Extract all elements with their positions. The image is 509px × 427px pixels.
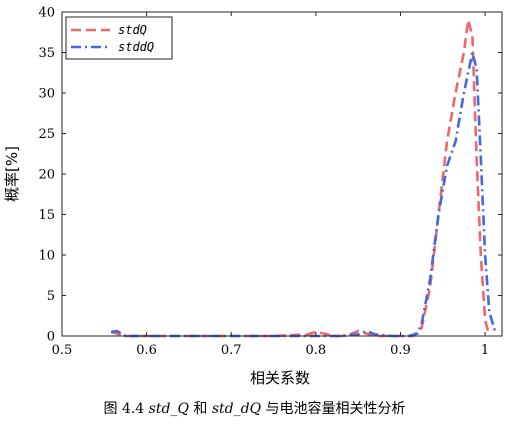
x-tick-label: 0.5 — [52, 343, 73, 358]
caption-mid: 和 — [188, 401, 212, 417]
plot-background — [62, 12, 502, 336]
y-axis-label: 概率[%] — [3, 146, 21, 202]
x-axis-label: 相关系数 — [250, 369, 310, 387]
y-tick-label: 0 — [47, 330, 55, 345]
y-axis-ticks: 0 5 10 15 20 25 30 35 40 — [38, 6, 502, 345]
x-tick-label: 1 — [481, 343, 489, 358]
caption-var-1: std_Q — [148, 401, 189, 417]
x-axis-ticks: 0.5 0.6 0.7 0.8 0.9 1 — [52, 12, 489, 358]
x-tick-label: 0.8 — [306, 343, 327, 358]
y-tick-label: 20 — [38, 168, 55, 183]
y-tick-label: 35 — [38, 46, 55, 61]
caption-prefix: 图 4.4 — [103, 401, 149, 417]
x-tick-label: 0.9 — [390, 343, 411, 358]
caption-var-2: std_dQ — [211, 401, 262, 417]
plot-area — [62, 12, 502, 336]
y-tick-label: 40 — [38, 6, 55, 21]
chart: 0.5 0.6 0.7 0.8 0.9 1 0 5 10 15 20 25 30 35 40 相关系数 概… — [3, 6, 503, 387]
y-tick-label: 10 — [38, 249, 55, 264]
legend-box — [65, 16, 173, 60]
y-tick-label: 15 — [38, 208, 55, 223]
legend-entry-0: stdQ — [118, 23, 147, 37]
y-tick-label: 30 — [38, 87, 55, 102]
y-tick-label: 5 — [47, 289, 55, 304]
figure-caption: 图 4.4 std_Q 和 std_dQ 与电池容量相关性分析 — [0, 398, 509, 418]
legend: stdQ stddQ — [65, 16, 173, 60]
x-tick-label: 0.6 — [136, 343, 157, 358]
caption-suffix: 与电池容量相关性分析 — [261, 401, 406, 417]
x-tick-label: 0.7 — [221, 343, 242, 358]
legend-entry-1: stddQ — [118, 40, 154, 54]
y-tick-label: 25 — [38, 127, 55, 142]
